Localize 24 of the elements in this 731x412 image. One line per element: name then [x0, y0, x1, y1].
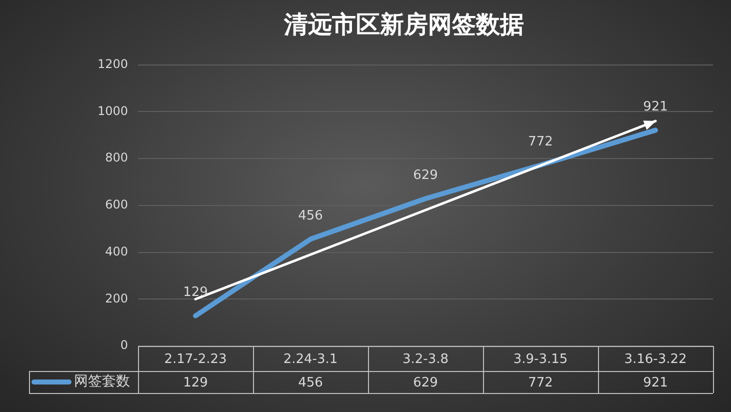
data-label: 921 [643, 375, 668, 390]
text: 921 [643, 100, 668, 115]
y-tick-label: 0 [120, 338, 128, 352]
y-tick-label: 1000 [97, 104, 128, 118]
data-label: 129 [183, 375, 208, 390]
x-tick-label: 3.2-3.8 [402, 352, 449, 367]
text: 772 [528, 134, 553, 150]
chart-title: 清远市区新房网签数据 [283, 10, 524, 39]
y-tick-label: 400 [105, 244, 128, 258]
y-tick-label: 800 [105, 150, 128, 165]
text: 629 [413, 168, 438, 183]
y-tick-label: 600 [105, 198, 128, 212]
x-tick-label: 2.17-2.23 [164, 352, 227, 367]
x-tick-label: 3.9-3.15 [513, 352, 568, 367]
x-tick-label: 3.16-3.22 [624, 352, 687, 367]
legend-label: 网签套数 [74, 374, 130, 390]
y-tick-label: 200 [105, 291, 128, 306]
x-tick-label: 2.24-3.1 [283, 352, 338, 367]
data-label: 772 [528, 375, 553, 390]
text: 456 [298, 208, 323, 224]
data-label: 629 [413, 375, 438, 390]
data-label: 456 [298, 375, 323, 390]
text: 129 [183, 285, 208, 300]
y-tick-label: 1200 [97, 56, 128, 71]
